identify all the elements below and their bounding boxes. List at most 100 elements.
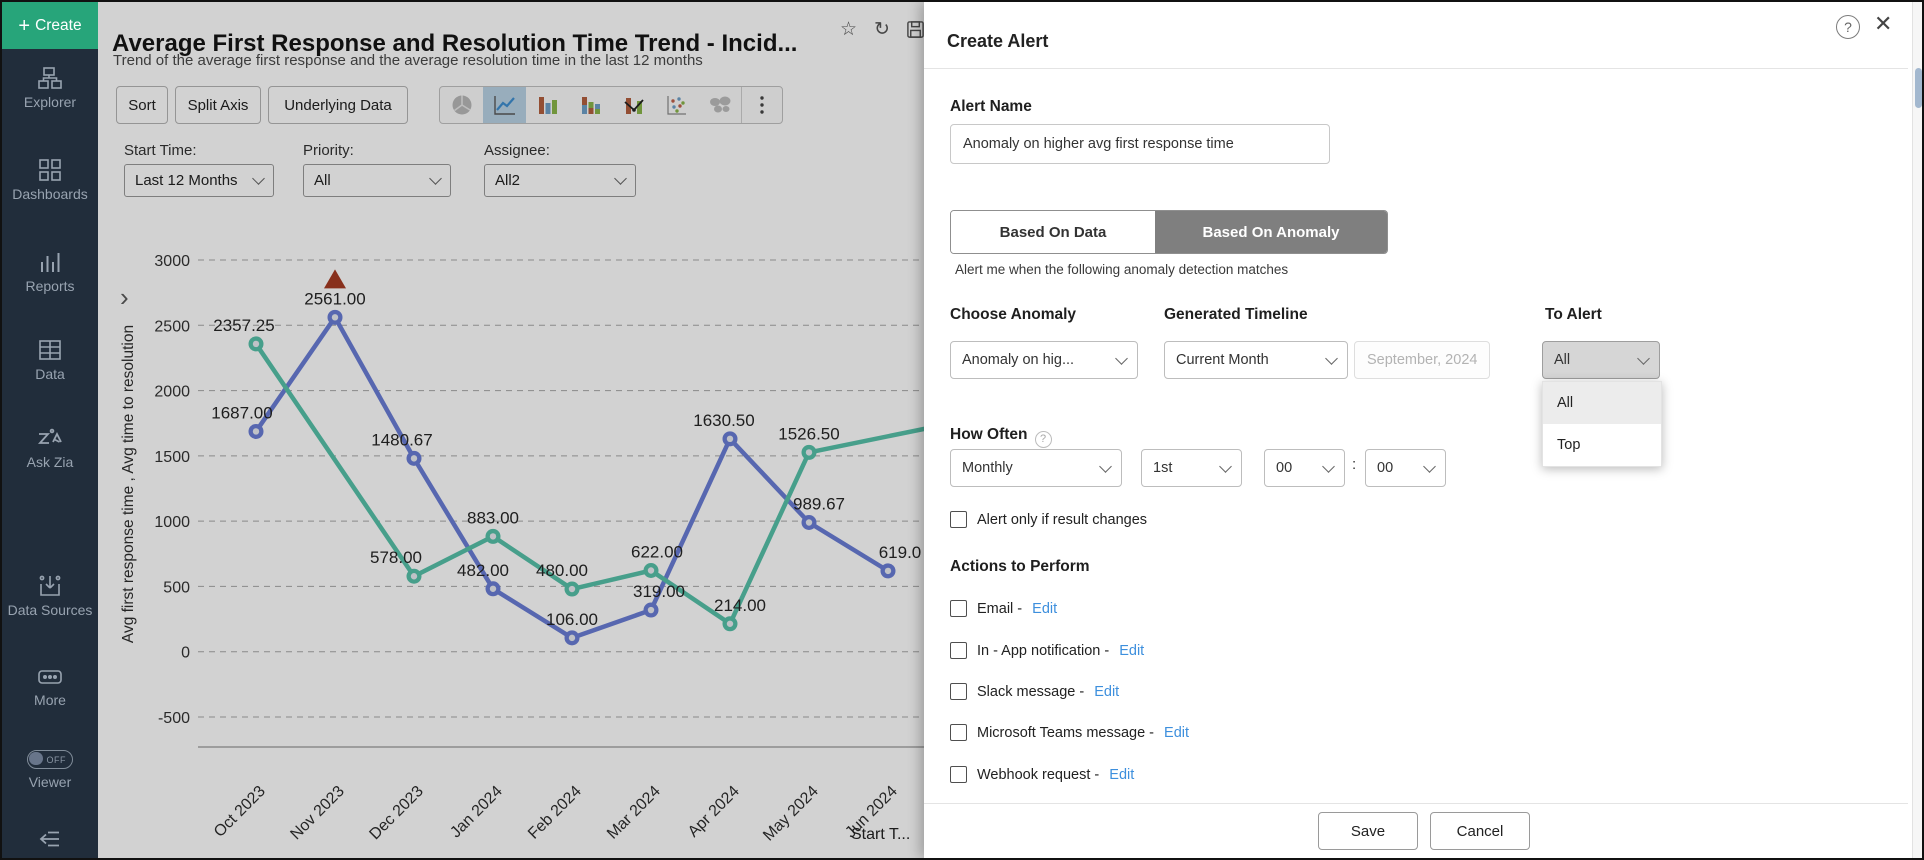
teams-edit-link[interactable]: Edit bbox=[1164, 725, 1190, 741]
to-alert-select[interactable]: All bbox=[1542, 341, 1660, 379]
chevron-down-icon bbox=[429, 172, 442, 185]
svg-text:989.67: 989.67 bbox=[793, 494, 845, 513]
chevron-down-icon bbox=[614, 172, 627, 185]
chevron-down-icon bbox=[1637, 351, 1650, 365]
pie-chart-icon[interactable] bbox=[440, 87, 483, 123]
sidebar-item-label: Viewer bbox=[28, 774, 72, 790]
email-edit-link[interactable]: Edit bbox=[1032, 601, 1058, 617]
svg-text:Dec 2023: Dec 2023 bbox=[366, 783, 427, 844]
dashboards-icon bbox=[39, 159, 61, 181]
to-alert-dropdown-menu: All Top bbox=[1542, 381, 1662, 467]
svg-text:500: 500 bbox=[163, 579, 190, 596]
in-app-edit-link[interactable]: Edit bbox=[1119, 643, 1145, 659]
slack-message-checkbox[interactable] bbox=[950, 683, 967, 700]
viewer-toggle-item[interactable]: OFF Viewer bbox=[2, 750, 98, 791]
hour-select[interactable]: 00 bbox=[1264, 449, 1345, 487]
day-select[interactable]: 1st bbox=[1141, 449, 1242, 487]
choose-anomaly-select[interactable]: Anomaly on hig... bbox=[950, 341, 1138, 379]
sort-button[interactable]: Sort bbox=[116, 86, 168, 124]
in-app-notification-checkbox[interactable] bbox=[950, 642, 967, 659]
underlying-data-button[interactable]: Underlying Data bbox=[268, 86, 408, 124]
ask-zia-icon bbox=[37, 428, 62, 444]
more-options-icon[interactable] bbox=[742, 87, 782, 123]
svg-text:1500: 1500 bbox=[154, 449, 190, 466]
alert-name-label: Alert Name bbox=[950, 98, 1032, 115]
modal-scrollbar[interactable] bbox=[1912, 2, 1922, 858]
webhook-request-checkbox[interactable] bbox=[950, 766, 967, 783]
svg-text:Jan 2024: Jan 2024 bbox=[447, 783, 506, 842]
scatter-chart-icon[interactable] bbox=[655, 87, 698, 123]
chevron-down-icon bbox=[1325, 351, 1338, 365]
teams-message-checkbox[interactable] bbox=[950, 724, 967, 741]
frequency-value: Monthly bbox=[962, 460, 1013, 476]
toggle-knob bbox=[29, 752, 43, 765]
report-view: Average First Response and Resolution Ti… bbox=[98, 2, 924, 858]
sidebar-item-label: Ask Zia bbox=[26, 454, 74, 470]
generated-timeline-label: Generated Timeline bbox=[1164, 306, 1308, 323]
combo-chart-icon[interactable] bbox=[612, 87, 655, 123]
line-chart[interactable]: 3000 2500 2000 1500 1000 500 0 -500 Oct 2023 Nov … bbox=[98, 247, 924, 847]
save-button[interactable]: Save bbox=[1318, 812, 1418, 850]
data-table-icon bbox=[39, 340, 61, 360]
bar-chart-icon[interactable] bbox=[526, 87, 569, 123]
assignee-filter-select[interactable]: All2 bbox=[484, 164, 636, 197]
how-often-label: How Often? bbox=[950, 426, 1052, 448]
anomaly-caption: Alert me when the following anomaly dete… bbox=[955, 262, 1289, 277]
svg-text:Oct 2023: Oct 2023 bbox=[211, 783, 269, 841]
generated-timeline-select[interactable]: Current Month bbox=[1164, 341, 1348, 379]
close-icon[interactable]: ✕ bbox=[1874, 11, 1893, 36]
map-chart-icon[interactable] bbox=[698, 87, 741, 123]
minute-select[interactable]: 00 bbox=[1365, 449, 1446, 487]
tab-based-on-data[interactable]: Based On Data bbox=[951, 211, 1155, 253]
email-checkbox[interactable] bbox=[950, 600, 967, 617]
menu-option-top[interactable]: Top bbox=[1557, 437, 1581, 453]
sidebar-item-more[interactable]: More bbox=[2, 666, 98, 709]
save-icon[interactable] bbox=[906, 20, 925, 43]
sidebar-item-data-sources[interactable]: Data Sources bbox=[2, 574, 98, 619]
how-often-help-icon[interactable]: ? bbox=[1034, 430, 1052, 448]
action-row-email: Email - Edit bbox=[977, 601, 1058, 617]
favorite-star-icon[interactable]: ☆ bbox=[840, 19, 858, 40]
sidebar-item-explorer[interactable]: Explorer bbox=[2, 66, 98, 111]
svg-text:106.00: 106.00 bbox=[546, 610, 598, 629]
result-changes-checkbox[interactable] bbox=[950, 511, 967, 528]
svg-text:1000: 1000 bbox=[154, 514, 190, 531]
scrollbar-thumb[interactable] bbox=[1915, 68, 1922, 108]
viewer-toggle[interactable]: OFF bbox=[27, 750, 73, 769]
sidebar-item-reports[interactable]: Reports bbox=[2, 250, 98, 295]
explorer-icon bbox=[38, 67, 62, 89]
cancel-button[interactable]: Cancel bbox=[1430, 812, 1530, 850]
svg-text:-500: -500 bbox=[158, 710, 190, 727]
action-row-slack: Slack message - Edit bbox=[977, 684, 1120, 700]
result-changes-label: Alert only if result changes bbox=[977, 512, 1148, 528]
sidebar-item-data[interactable]: Data bbox=[2, 338, 98, 383]
start-time-filter-select[interactable]: Last 12 Months bbox=[124, 164, 274, 197]
frequency-select[interactable]: Monthly bbox=[950, 449, 1122, 487]
split-axis-button[interactable]: Split Axis bbox=[175, 86, 261, 124]
help-icon[interactable]: ? bbox=[1836, 15, 1860, 39]
menu-option-all[interactable]: All bbox=[1543, 382, 1661, 424]
alert-name-input[interactable] bbox=[950, 124, 1330, 164]
filter-label-priority: Priority: bbox=[303, 142, 354, 159]
stacked-bar-chart-icon[interactable] bbox=[569, 87, 612, 123]
sidebar-item-label: More bbox=[34, 692, 66, 708]
svg-text:578.00: 578.00 bbox=[370, 548, 422, 567]
collapse-sidebar-button[interactable] bbox=[2, 828, 98, 854]
create-button[interactable]: + Create bbox=[2, 2, 98, 49]
webhook-edit-link[interactable]: Edit bbox=[1109, 767, 1135, 783]
choose-anomaly-label: Choose Anomaly bbox=[950, 306, 1077, 323]
time-separator: : bbox=[1352, 456, 1357, 473]
sidebar-item-ask-zia[interactable]: Ask Zia bbox=[2, 426, 98, 471]
svg-text:622.00: 622.00 bbox=[631, 542, 683, 561]
expand-axis-chevron-icon[interactable]: › bbox=[120, 282, 129, 312]
toolbar-separator bbox=[741, 87, 742, 123]
refresh-icon[interactable]: ↻ bbox=[874, 19, 890, 40]
svg-text:2500: 2500 bbox=[154, 318, 190, 335]
action-row-webhook: Webhook request - Edit bbox=[977, 767, 1135, 783]
priority-filter-select[interactable]: All bbox=[303, 164, 451, 197]
sidebar-item-dashboards[interactable]: Dashboards bbox=[2, 158, 98, 203]
line-chart-icon[interactable] bbox=[483, 87, 526, 123]
slack-edit-link[interactable]: Edit bbox=[1094, 684, 1120, 700]
tab-based-on-anomaly[interactable]: Based On Anomaly bbox=[1155, 211, 1387, 253]
minute-value: 00 bbox=[1377, 460, 1394, 476]
